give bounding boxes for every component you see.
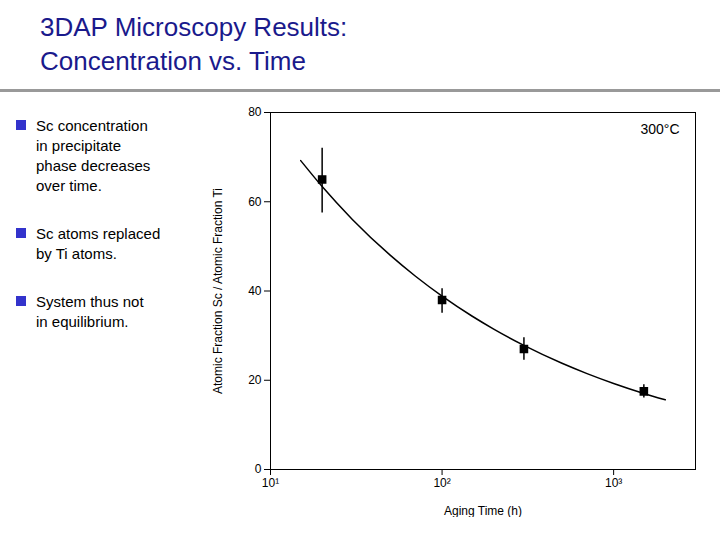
svg-text:20: 20 [248, 373, 262, 387]
svg-text:60: 60 [248, 195, 262, 209]
html-text:Sc concentration in precipitat: Sc concentration in precipitate phase de… [36, 117, 151, 194]
html-text:Sc atoms replaced by Ti atoms.: Sc atoms replaced by Ti atoms. [36, 225, 161, 262]
svg-text:0: 0 [255, 462, 262, 476]
svg-text:40: 40 [248, 284, 262, 298]
svg-text:300°C: 300°C [640, 121, 679, 137]
html-text:System thus not in equilibrium: System thus not in equilibrium. [36, 293, 144, 330]
html-text:3DAP Microscopy Results:: 3DAP Microscopy Results: [40, 12, 348, 42]
svg-text:10²: 10² [433, 476, 450, 490]
svg-text:Aging Time (h): Aging Time (h) [444, 504, 522, 518]
svg-text:80: 80 [248, 105, 262, 119]
svg-text:10³: 10³ [605, 476, 622, 490]
svg-text:Atomic Fraction Sc / Atomic Fr: Atomic Fraction Sc / Atomic Fraction Ti [211, 188, 225, 394]
svg-text:10¹: 10¹ [262, 476, 279, 490]
html-text:Concentration vs. Time: Concentration vs. Time [40, 46, 306, 76]
